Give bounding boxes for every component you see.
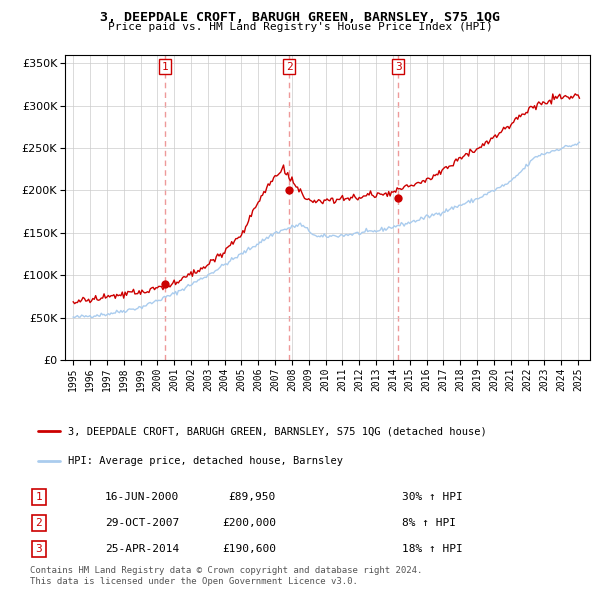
Text: Contains HM Land Registry data © Crown copyright and database right 2024.: Contains HM Land Registry data © Crown c… (30, 566, 422, 575)
Text: 30% ↑ HPI: 30% ↑ HPI (402, 492, 463, 502)
Text: 3: 3 (35, 544, 43, 554)
Text: £89,950: £89,950 (229, 492, 276, 502)
Text: 29-OCT-2007: 29-OCT-2007 (105, 518, 179, 528)
Text: HPI: Average price, detached house, Barnsley: HPI: Average price, detached house, Barn… (68, 456, 343, 466)
Text: 3, DEEPDALE CROFT, BARUGH GREEN, BARNSLEY, S75 1QG: 3, DEEPDALE CROFT, BARUGH GREEN, BARNSLE… (100, 11, 500, 24)
Text: 1: 1 (35, 492, 43, 502)
Text: 2: 2 (35, 518, 43, 528)
Text: 16-JUN-2000: 16-JUN-2000 (105, 492, 179, 502)
Text: 8% ↑ HPI: 8% ↑ HPI (402, 518, 456, 528)
Text: Price paid vs. HM Land Registry's House Price Index (HPI): Price paid vs. HM Land Registry's House … (107, 22, 493, 32)
Text: 3: 3 (395, 61, 401, 71)
Text: 1: 1 (162, 61, 169, 71)
Text: 2: 2 (286, 61, 292, 71)
Text: This data is licensed under the Open Government Licence v3.0.: This data is licensed under the Open Gov… (30, 577, 358, 586)
Text: 3, DEEPDALE CROFT, BARUGH GREEN, BARNSLEY, S75 1QG (detached house): 3, DEEPDALE CROFT, BARUGH GREEN, BARNSLE… (68, 426, 487, 436)
Text: 25-APR-2014: 25-APR-2014 (105, 544, 179, 554)
Text: £200,000: £200,000 (222, 518, 276, 528)
Text: £190,600: £190,600 (222, 544, 276, 554)
Text: 18% ↑ HPI: 18% ↑ HPI (402, 544, 463, 554)
